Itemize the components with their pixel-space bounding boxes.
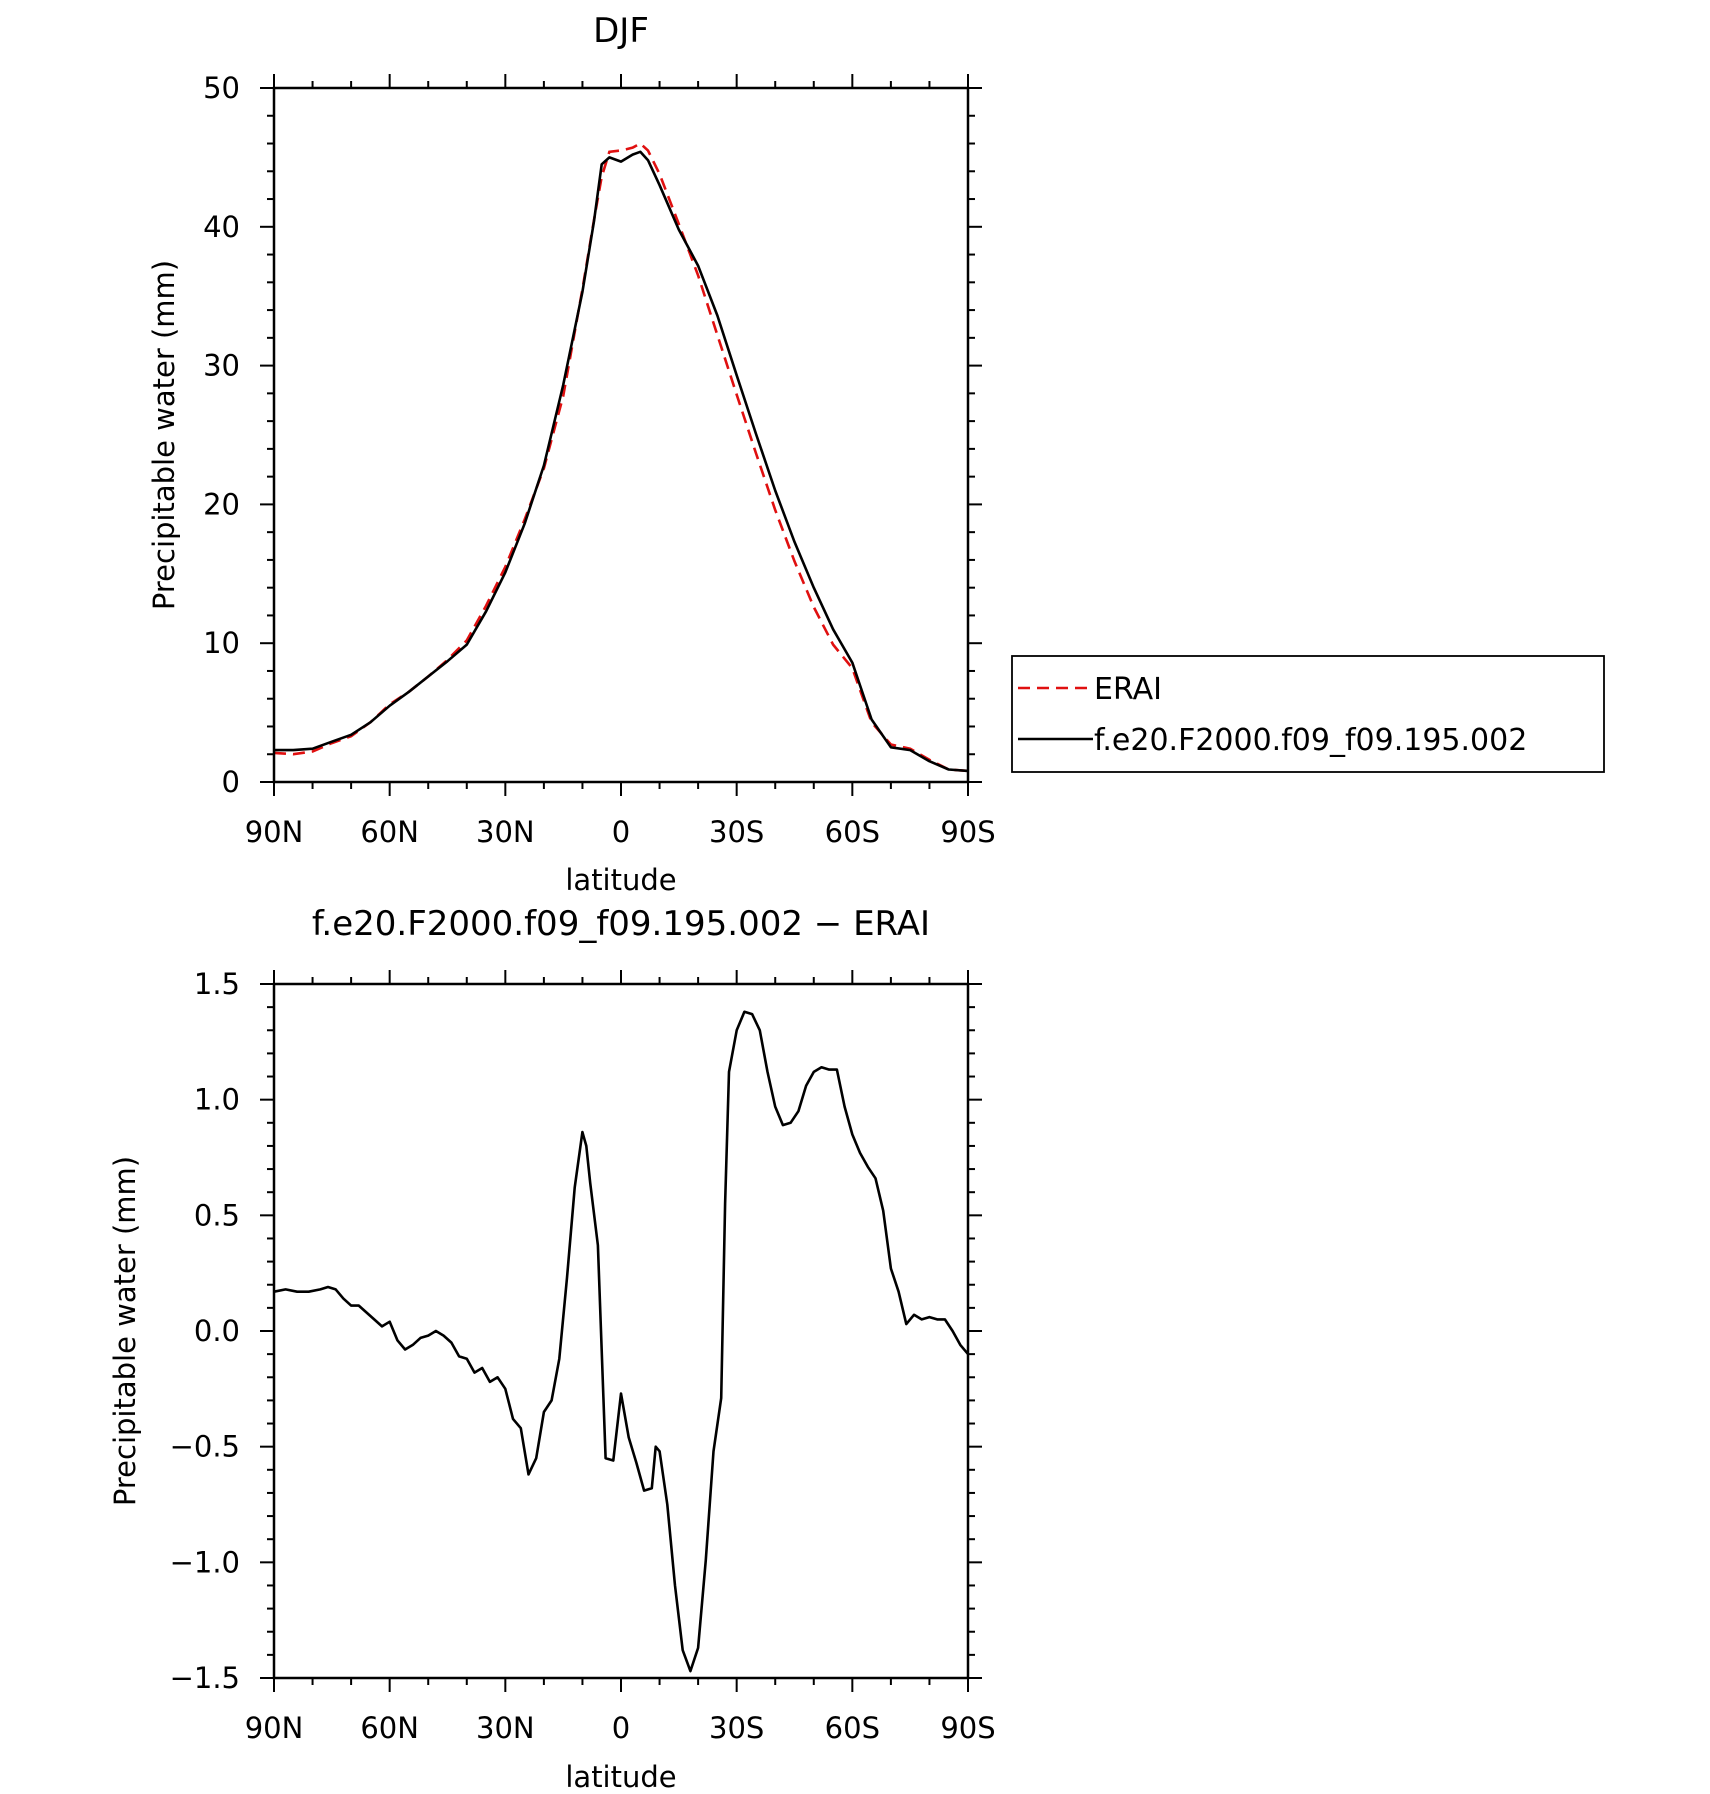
x-tick-label: 30S bbox=[709, 815, 764, 849]
x-tick-label: 90N bbox=[245, 815, 304, 849]
y-tick-label: 1.0 bbox=[194, 1083, 240, 1117]
x-tick-label: 90N bbox=[245, 1711, 304, 1745]
y-tick-label: 50 bbox=[203, 71, 240, 105]
legend: ERAI f.e20.F2000.f09_f09.195.002 bbox=[1011, 655, 1605, 773]
top-plot-frame bbox=[272, 86, 970, 784]
x-tick-label: 60N bbox=[360, 1711, 419, 1745]
y-tick-label: 0.5 bbox=[194, 1198, 240, 1232]
top-axis-ticks bbox=[260, 74, 982, 796]
y-tick-label: 20 bbox=[203, 487, 240, 521]
y-tick-label: 0.0 bbox=[194, 1314, 240, 1348]
x-tick-label: 60S bbox=[825, 815, 880, 849]
bottom-x-axis-label: latitude bbox=[565, 1760, 676, 1794]
legend-erai-label: ERAI bbox=[1094, 672, 1162, 707]
x-tick-label: 60N bbox=[360, 815, 419, 849]
y-tick-label: 1.5 bbox=[194, 967, 240, 1001]
y-tick-label: −1.5 bbox=[170, 1661, 240, 1695]
top-panel: DJF 90N 60N 30N 0 30S 60S 90S 0 10 20 30 40 50 lati… bbox=[147, 11, 1605, 897]
top-y-axis-label: Precipitable water (mm) bbox=[147, 260, 181, 610]
legend-box bbox=[1011, 655, 1605, 773]
top-chart-title: DJF bbox=[593, 11, 649, 51]
legend-model-label: f.e20.F2000.f09_f09.195.002 bbox=[1094, 723, 1527, 758]
bottom-y-axis-label: Precipitable water (mm) bbox=[108, 1156, 142, 1506]
bottom-panel: f.e20.F2000.f09_f09.195.002 − ERAI 90N 60… bbox=[108, 904, 996, 1794]
bottom-plot-frame bbox=[272, 982, 970, 1680]
x-tick-label: 30N bbox=[476, 815, 535, 849]
bottom-chart-title: f.e20.F2000.f09_f09.195.002 − ERAI bbox=[312, 904, 930, 944]
bottom-axis-ticks bbox=[260, 970, 982, 1692]
y-tick-label: −1.0 bbox=[170, 1545, 240, 1579]
erai-series-line bbox=[273, 141, 969, 773]
x-tick-label: 0 bbox=[612, 1711, 630, 1745]
x-tick-label: 60S bbox=[825, 1711, 880, 1745]
x-tick-label: 90S bbox=[940, 1711, 995, 1745]
bottom-y-tick-labels: 1.5 1.0 0.5 0.0 −0.5 −1.0 −1.5 bbox=[170, 967, 240, 1695]
y-tick-label: 10 bbox=[203, 626, 240, 660]
y-tick-label: 30 bbox=[203, 349, 240, 383]
x-tick-label: 90S bbox=[940, 815, 995, 849]
y-tick-label: −0.5 bbox=[170, 1430, 240, 1464]
y-tick-label: 0 bbox=[222, 765, 240, 799]
y-tick-label: 40 bbox=[203, 210, 240, 244]
top-x-axis-label: latitude bbox=[565, 863, 676, 897]
f-e20-f2000-f09-f09-195-002-series-line bbox=[274, 150, 969, 773]
difference-series-line bbox=[273, 1010, 969, 1673]
top-x-tick-labels: 90N 60N 30N 0 30S 60S 90S bbox=[245, 815, 996, 849]
x-tick-label: 30N bbox=[476, 1711, 535, 1745]
bottom-x-tick-labels: 90N 60N 30N 0 30S 60S 90S bbox=[245, 1711, 996, 1745]
top-series-lines bbox=[273, 141, 969, 773]
bottom-series-lines bbox=[273, 1010, 969, 1673]
x-tick-label: 0 bbox=[612, 815, 630, 849]
x-tick-label: 30S bbox=[709, 1711, 764, 1745]
top-y-tick-labels: 0 10 20 30 40 50 bbox=[203, 71, 240, 799]
